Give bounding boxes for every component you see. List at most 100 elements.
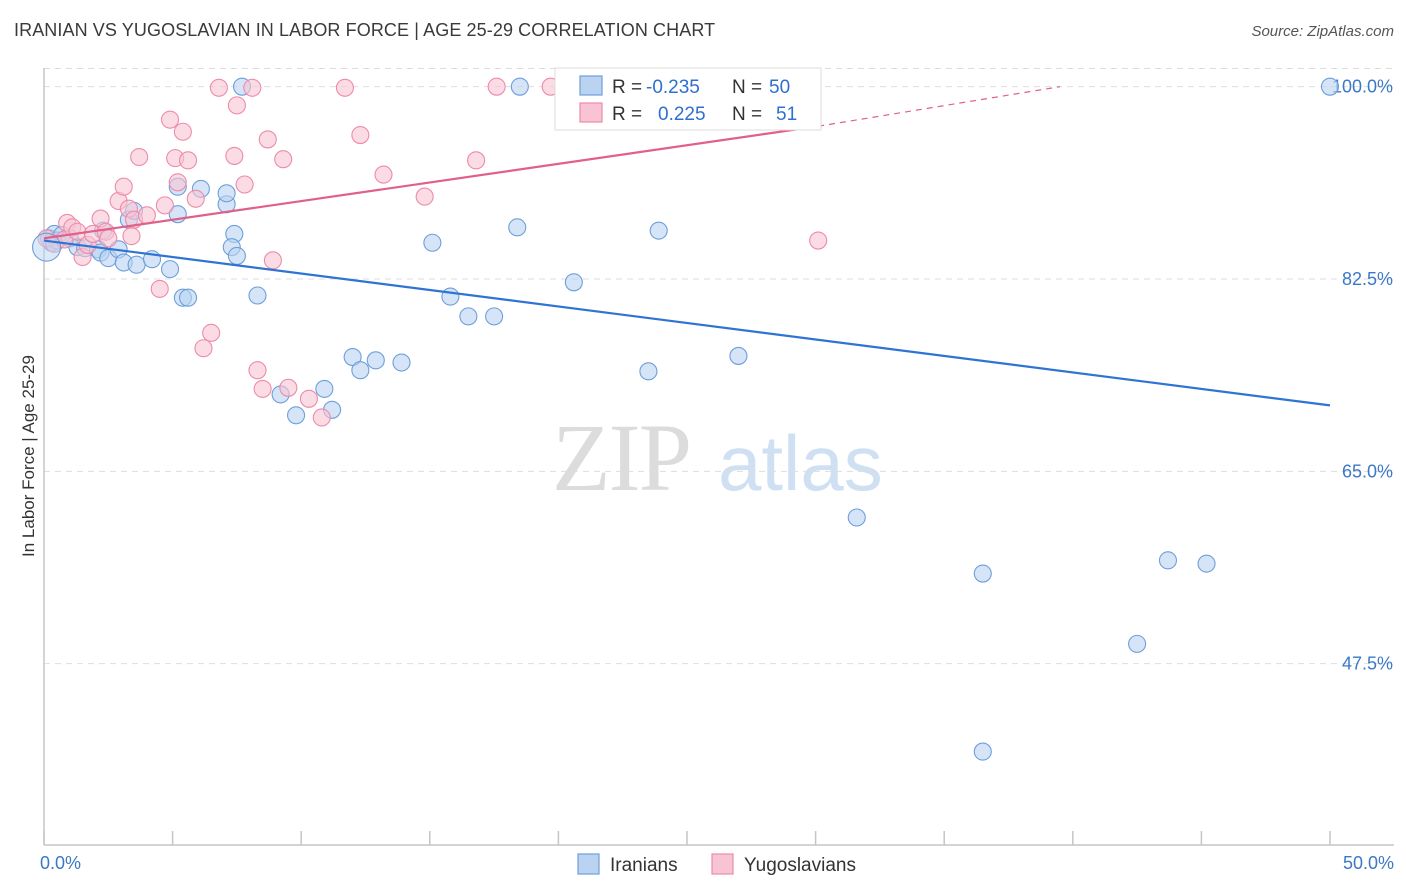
grid-lines [44,68,1394,665]
point-iranians [227,246,246,265]
point-iranians [1197,554,1216,573]
point-iranians [217,184,236,203]
x-tick-label: 50.0% [1343,853,1394,873]
point-yugoslavians [274,150,293,169]
legend-swatch-iranians [579,75,603,96]
trend-lines [43,86,1331,407]
point-yugoslavians [258,130,277,149]
point-iranians [423,233,442,252]
point-iranians [178,288,198,307]
point-yugoslavians [227,96,246,115]
point-iranians [564,273,583,292]
series-legend: Iranians Yugoslavians [577,853,856,876]
point-yugoslavians [487,77,506,96]
point-cluster [32,232,62,262]
y-tick-label: 100.0% [1332,77,1393,97]
axes [43,68,1394,846]
legend-n-label-iranians: N = [732,77,762,98]
point-iranians [287,406,306,425]
legend-swatch-yugoslavians [579,102,603,123]
point-iranians [847,508,866,527]
y-tick-labels: 100.0% 82.5% 65.0% 47.5% [1332,77,1393,674]
y-tick-label: 47.5% [1342,654,1393,674]
legend-r-value-iranians: -0.235 [646,77,700,98]
point-yugoslavians [150,279,169,298]
x-tick-label: 0.0% [40,853,81,873]
point-iranians [248,286,267,305]
point-iranians [1128,634,1147,653]
point-iranians [160,260,180,279]
point-yugoslavians [173,122,192,141]
point-yugoslavians [202,323,221,342]
bottom-legend-swatch-iranians [577,853,600,875]
stats-legend: R = -0.235 N = 50 R = 0.225 N = 51 [554,67,822,131]
point-yugoslavians [312,408,331,427]
point-iranians [510,77,529,96]
point-iranians [973,564,992,583]
watermark-atlas: atlas [718,419,883,507]
point-yugoslavians [279,378,298,397]
point-iranians [639,362,658,381]
point-yugoslavians [168,173,187,192]
point-iranians [508,218,527,237]
point-iranians [973,742,992,761]
trend-line-yugoslavians [43,125,819,240]
point-yugoslavians [374,165,393,184]
point-iranians [366,351,385,370]
point-yugoslavians [194,339,213,358]
point-yugoslavians [178,151,198,170]
point-yugoslavians [122,227,141,246]
point-yugoslavians [235,175,254,194]
watermark-zip: ZIP [552,404,690,511]
point-iranians [729,346,748,365]
y-axis-label: In Labor Force | Age 25-29 [19,355,38,557]
point-yugoslavians [351,125,370,145]
x-tick-labels: 0.0% 50.0% [40,853,1394,873]
point-iranians [315,379,334,398]
point-yugoslavians [263,251,282,270]
y-tick-label: 82.5% [1342,269,1393,289]
trend-line-iranians [43,239,1331,407]
point-yugoslavians [415,187,434,206]
legend-n-value-iranians: 50 [769,77,790,98]
trend-line-extension-yugoslavians [818,86,1061,127]
bottom-legend-label-iranians: Iranians [610,855,678,876]
point-yugoslavians [253,379,272,398]
chart-title: IRANIAN VS YUGOSLAVIAN IN LABOR FORCE | … [14,20,716,40]
point-iranians [441,287,460,306]
point-yugoslavians [114,177,133,196]
point-iranians [392,353,411,372]
bottom-legend-label-yugoslavians: Yugoslavians [744,855,856,876]
watermark: ZIP atlas [552,404,883,511]
point-yugoslavians [335,78,354,97]
legend-r-label-iranians: R = [612,77,642,98]
bottom-legend-swatch-yugoslavians [711,853,734,875]
source-label: Source: ZipAtlas.com [1251,23,1394,40]
y-tick-label: 65.0% [1342,461,1393,481]
point-iranians [459,307,478,326]
point-yugoslavians [467,151,486,170]
point-yugoslavians [209,78,228,97]
point-iranians [127,255,146,274]
point-yugoslavians [248,361,267,380]
point-yugoslavians [299,389,318,408]
point-yugoslavians [130,147,149,167]
point-yugoslavians [243,78,262,97]
point-iranians [1320,77,1340,96]
point-yugoslavians [186,189,205,208]
point-iranians [485,307,504,326]
legend-n-label-yugoslavians: N = [732,104,762,125]
legend-n-value-yugoslavians: 51 [776,104,797,125]
point-yugoslavians [155,196,174,215]
point-iranians [351,361,370,380]
point-iranians [649,221,668,240]
point-yugoslavians [137,206,156,225]
point-yugoslavians [809,231,828,250]
legend-r-value-yugoslavians: 0.225 [658,104,706,125]
point-yugoslavians [99,229,118,248]
legend-r-label-yugoslavians: R = [612,104,642,125]
point-yugoslavians [225,146,244,165]
point-iranians [1158,551,1178,570]
point-yugoslavians [160,110,180,129]
